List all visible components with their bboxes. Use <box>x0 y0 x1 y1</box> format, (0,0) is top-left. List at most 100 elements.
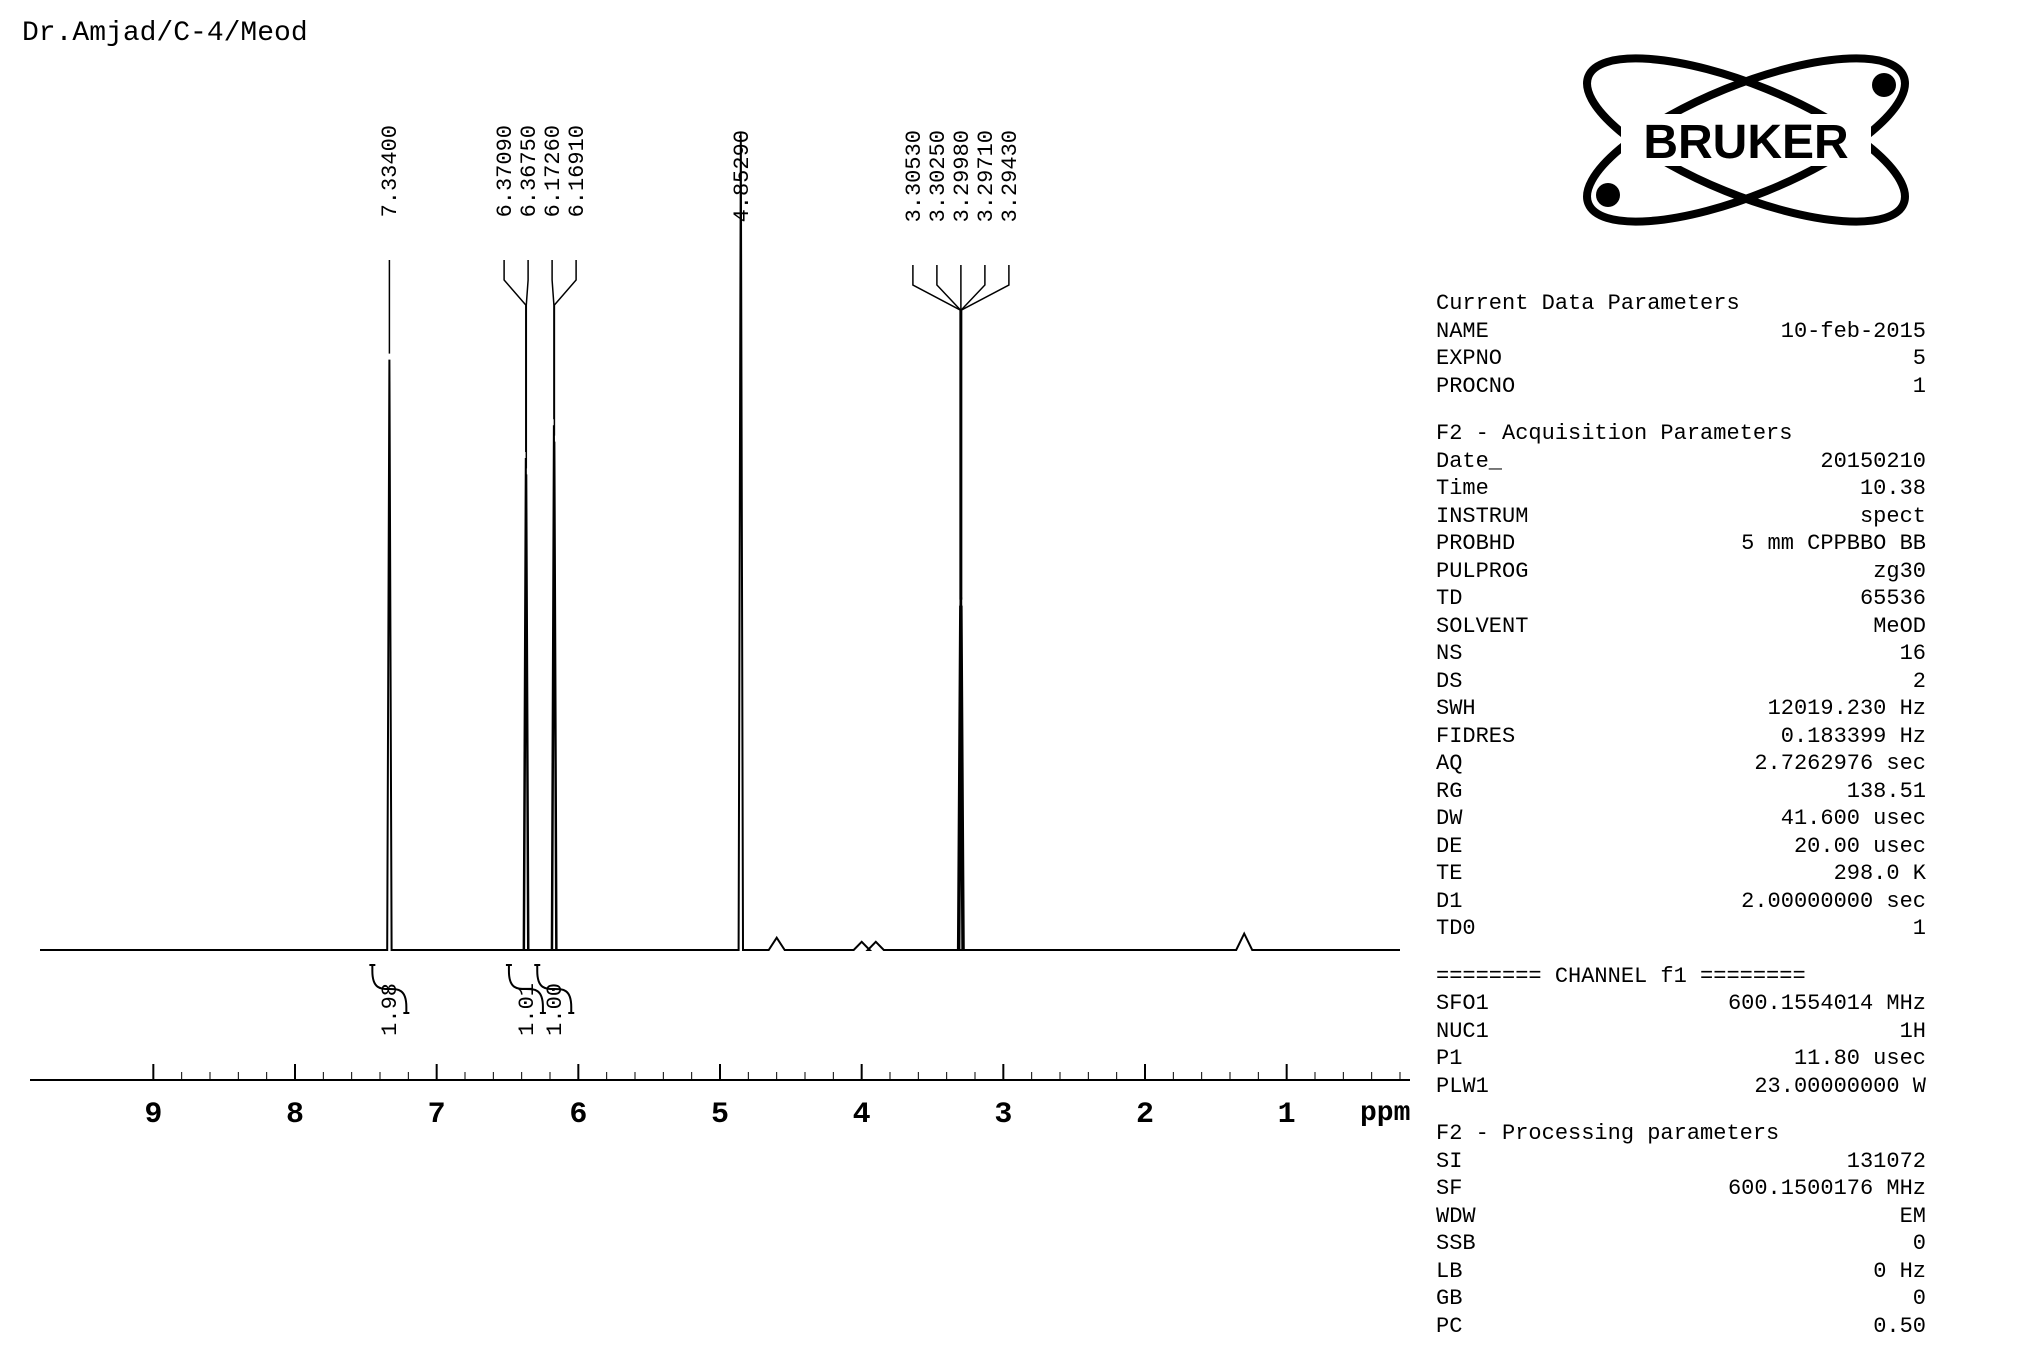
param-value: 0 <box>1576 1230 1996 1258</box>
param-section-header: ======== CHANNEL f1 ======== <box>1436 963 1996 991</box>
param-value: 11.80 usec <box>1576 1045 1996 1073</box>
axis-tick: 1 <box>1272 1098 1302 1132</box>
peak-label: 3.29710 <box>974 130 999 222</box>
param-key: EXPNO <box>1436 345 1576 373</box>
param-value: 20.00 usec <box>1576 833 1996 861</box>
param-key: SFO1 <box>1436 990 1576 1018</box>
param-key: PROCNO <box>1436 373 1576 401</box>
axis-tick: 9 <box>138 1098 168 1132</box>
peak-label: 7.33400 <box>378 125 403 217</box>
param-key: GB <box>1436 1285 1576 1313</box>
param-row: PLW123.00000000 W <box>1436 1073 1996 1101</box>
param-row: D12.00000000 sec <box>1436 888 1996 916</box>
param-section-header: F2 - Processing parameters <box>1436 1120 1996 1148</box>
param-key: NUC1 <box>1436 1018 1576 1046</box>
param-row: Date_20150210 <box>1436 448 1996 476</box>
param-section: Current Data ParametersNAME10-feb-2015EX… <box>1436 290 1996 400</box>
param-section: ======== CHANNEL f1 ========SFO1600.1554… <box>1436 963 1996 1101</box>
param-row: NAME10-feb-2015 <box>1436 318 1996 346</box>
param-key: NS <box>1436 640 1576 668</box>
param-row: SF600.1500176 MHz <box>1436 1175 1996 1203</box>
param-row: RG138.51 <box>1436 778 1996 806</box>
param-row: SFO1600.1554014 MHz <box>1436 990 1996 1018</box>
param-value: 0 <box>1576 1285 1996 1313</box>
integral-value: 1.98 <box>378 983 403 1036</box>
param-row: PULPROGzg30 <box>1436 558 1996 586</box>
param-value: 1 <box>1576 915 1996 943</box>
param-value: 5 mm CPPBBO BB <box>1576 530 1996 558</box>
axis-tick: 7 <box>422 1098 452 1132</box>
axis-tick: 2 <box>1130 1098 1160 1132</box>
peak-label: 4.85290 <box>730 130 755 222</box>
param-value: 1H <box>1576 1018 1996 1046</box>
peak-label: 6.17260 <box>541 125 566 217</box>
param-row: PC0.50 <box>1436 1313 1996 1341</box>
axis-tick: 4 <box>847 1098 877 1132</box>
peak-label: 3.29980 <box>950 130 975 222</box>
param-row: EXPNO5 <box>1436 345 1996 373</box>
param-value: MeOD <box>1576 613 1996 641</box>
param-row: NS16 <box>1436 640 1996 668</box>
param-value: 12019.230 Hz <box>1576 695 1996 723</box>
param-row: GB0 <box>1436 1285 1996 1313</box>
param-value: 0 Hz <box>1576 1258 1996 1286</box>
param-section-header: F2 - Acquisition Parameters <box>1436 420 1996 448</box>
param-key: P1 <box>1436 1045 1576 1073</box>
param-row: SOLVENTMeOD <box>1436 613 1996 641</box>
param-value: 131072 <box>1576 1148 1996 1176</box>
axis-tick: 8 <box>280 1098 310 1132</box>
param-row: LB0 Hz <box>1436 1258 1996 1286</box>
param-value: 2 <box>1576 668 1996 696</box>
param-row: SSB0 <box>1436 1230 1996 1258</box>
spectrum-plot: 7.33400 6.370906.367506.172606.16910 4.852… <box>20 70 1420 1170</box>
axis-tick: 3 <box>988 1098 1018 1132</box>
param-key: RG <box>1436 778 1576 806</box>
param-key: PC <box>1436 1313 1576 1341</box>
param-value: 20150210 <box>1576 448 1996 476</box>
param-value: 1 <box>1576 373 1996 401</box>
param-value: 10-feb-2015 <box>1576 318 1996 346</box>
param-value: 138.51 <box>1576 778 1996 806</box>
peak-label: 6.36750 <box>517 125 542 217</box>
param-value: spect <box>1576 503 1996 531</box>
param-value: 23.00000000 W <box>1576 1073 1996 1101</box>
param-key: TD0 <box>1436 915 1576 943</box>
param-key: WDW <box>1436 1203 1576 1231</box>
param-key: Date_ <box>1436 448 1576 476</box>
param-row: NUC11H <box>1436 1018 1996 1046</box>
param-row: INSTRUMspect <box>1436 503 1996 531</box>
param-value: 0.50 <box>1576 1313 1996 1341</box>
param-key: SOLVENT <box>1436 613 1576 641</box>
param-row: Time10.38 <box>1436 475 1996 503</box>
spectrum-svg <box>20 70 1420 1170</box>
sample-title: Dr.Amjad/C-4/Meod <box>22 18 308 49</box>
param-value: 600.1500176 MHz <box>1576 1175 1996 1203</box>
param-value: zg30 <box>1576 558 1996 586</box>
param-key: DE <box>1436 833 1576 861</box>
parameter-panel: Current Data ParametersNAME10-feb-2015EX… <box>1436 60 1996 1360</box>
param-key: SF <box>1436 1175 1576 1203</box>
integral-value: 1.01 <box>515 983 540 1036</box>
param-value: 5 <box>1576 345 1996 373</box>
param-value: EM <box>1576 1203 1996 1231</box>
param-row: FIDRES0.183399 Hz <box>1436 723 1996 751</box>
param-value: 41.600 usec <box>1576 805 1996 833</box>
peak-label: 6.16910 <box>565 125 590 217</box>
param-key: D1 <box>1436 888 1576 916</box>
param-key: DS <box>1436 668 1576 696</box>
param-value: 2.00000000 sec <box>1576 888 1996 916</box>
param-value: 298.0 K <box>1576 860 1996 888</box>
param-row: PROBHD5 mm CPPBBO BB <box>1436 530 1996 558</box>
param-key: SWH <box>1436 695 1576 723</box>
param-row: SI131072 <box>1436 1148 1996 1176</box>
param-row: DE20.00 usec <box>1436 833 1996 861</box>
param-key: PLW1 <box>1436 1073 1576 1101</box>
param-row: SWH12019.230 Hz <box>1436 695 1996 723</box>
param-key: DW <box>1436 805 1576 833</box>
param-row: TD65536 <box>1436 585 1996 613</box>
peak-label: 6.37090 <box>493 125 518 217</box>
peak-label: 3.29430 <box>998 130 1023 222</box>
param-key: PROBHD <box>1436 530 1576 558</box>
param-key: TE <box>1436 860 1576 888</box>
param-row: WDWEM <box>1436 1203 1996 1231</box>
